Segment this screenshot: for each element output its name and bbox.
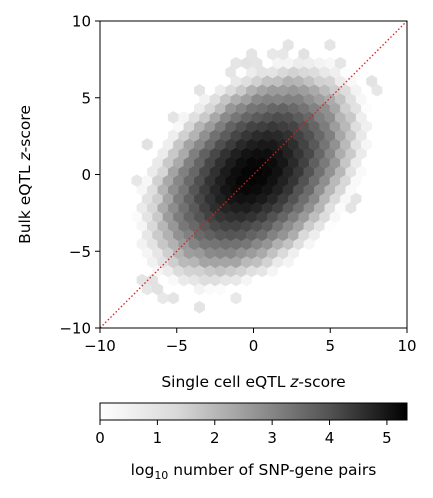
hexbin-cell: [194, 83, 205, 97]
colorbar-label: log10 number of SNP-gene pairs: [131, 461, 377, 482]
y-tick-label: 0: [81, 166, 91, 184]
colorbar-ticks: 0 1 2 3 4 5: [95, 420, 392, 447]
colorbar-tick-label: 4: [325, 429, 335, 447]
x-tick-label: 5: [325, 337, 335, 355]
colorbar-tick-label: 1: [153, 429, 163, 447]
colorbar-tick-label: 0: [95, 429, 105, 447]
hexbin-cell: [141, 138, 153, 151]
hexbin-cell: [366, 74, 378, 88]
hexbin-cell: [298, 47, 310, 61]
x-tick-label: −10: [84, 337, 116, 355]
hexbin-cell: [282, 38, 294, 52]
y-axis-ticks: −10 −5 0 5 10: [59, 13, 100, 338]
y-tick-label: 5: [81, 89, 91, 107]
y-axis-label: Bulk eQTL z-score: [16, 105, 34, 244]
x-axis-ticks: −10 −5 0 5 10: [84, 328, 417, 355]
colorbar-tick-label: 2: [210, 429, 220, 447]
hexbin-cell: [334, 56, 346, 70]
hexbin-cell: [230, 291, 242, 305]
x-axis-label: Single cell eQTL z-score: [161, 373, 345, 391]
x-tick-label: −5: [166, 337, 188, 355]
y-tick-label: 10: [72, 13, 91, 31]
colorbar: [99, 402, 408, 421]
hexbin-cell: [324, 38, 336, 52]
hexbin-cell: [167, 291, 179, 305]
y-tick-label: −5: [69, 243, 91, 261]
hexbin-cells: [131, 38, 383, 314]
colorbar-tick-label: 5: [382, 429, 392, 447]
hexbin-cell: [246, 47, 258, 61]
x-tick-label: 0: [249, 337, 259, 355]
x-tick-label: 10: [397, 337, 416, 355]
y-tick-label: −10: [59, 320, 91, 338]
colorbar-tick-label: 3: [267, 429, 277, 447]
hexbin-cell: [194, 300, 205, 314]
